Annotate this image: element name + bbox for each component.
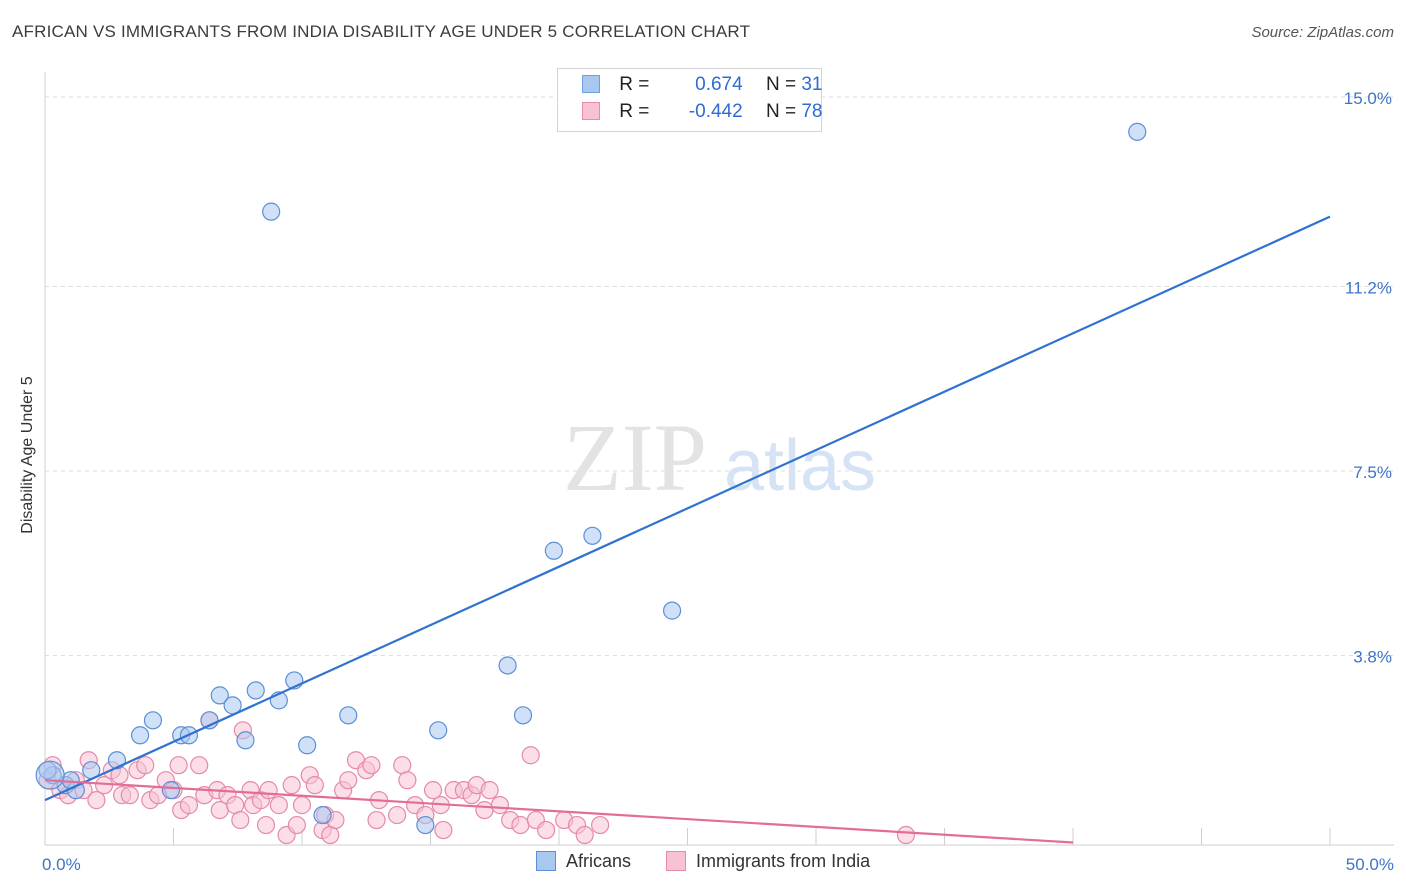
tick-label-layer: 3.8% 7.5% 11.2% 15.0% 0.0% 50.0%	[42, 89, 1394, 874]
point-india	[256, 815, 276, 835]
point-india	[511, 815, 530, 835]
point-india	[537, 820, 556, 840]
point-india	[282, 776, 301, 795]
source-label: Source: ZipAtlas.com	[1251, 24, 1394, 41]
point-india	[398, 771, 417, 790]
point-india	[287, 815, 306, 835]
legend-swatch-india	[582, 102, 600, 120]
point-india	[362, 756, 381, 775]
point-india	[480, 781, 499, 800]
legend-n-value: 31	[801, 74, 823, 95]
point-africans	[246, 681, 265, 700]
legend-row-africans: R = 0.674 N = 31	[582, 74, 822, 100]
legend-r-label: R =	[619, 74, 650, 95]
watermark: ZIP atlas	[563, 404, 876, 511]
point-africans	[130, 726, 150, 745]
point-africans	[143, 711, 163, 730]
point-india	[367, 810, 386, 830]
point-india	[521, 746, 540, 765]
grid-layer	[45, 96, 1394, 656]
point-africans	[662, 601, 682, 620]
series-legend: Africans Immigrants from India	[536, 851, 900, 872]
point-africans	[210, 686, 229, 705]
point-india	[292, 796, 312, 815]
y-tick-label: 15.0%	[1344, 89, 1392, 108]
point-africans	[339, 706, 358, 725]
point-africans-cluster	[35, 760, 65, 790]
y-axis-label: Disability Age Under 5	[19, 376, 36, 534]
point-india	[87, 791, 106, 810]
watermark-zip: ZIP	[563, 404, 707, 511]
x-tick-label-max: 50.0%	[1346, 855, 1394, 874]
legend-n-label: N =	[765, 74, 797, 95]
point-india	[434, 820, 453, 840]
point-africans	[313, 805, 332, 825]
legend-n-label: N =	[765, 101, 797, 122]
series-legend-india: Immigrants from India	[666, 851, 870, 872]
legend-r-label: R =	[619, 101, 650, 122]
point-india	[210, 800, 229, 820]
point-africans	[298, 736, 317, 755]
point-india	[269, 796, 288, 815]
y-tick-label: 3.8%	[1353, 647, 1392, 666]
point-india	[387, 805, 407, 825]
point-india	[120, 786, 139, 805]
point-africans	[583, 526, 602, 545]
point-india	[339, 771, 358, 790]
watermark-atlas: atlas	[724, 426, 876, 506]
point-india	[231, 810, 250, 830]
legend-row-india: R = -0.442 N = 78	[582, 101, 822, 127]
point-africans	[262, 202, 281, 221]
point-india	[179, 796, 199, 815]
point-india	[169, 756, 188, 775]
point-india	[575, 825, 594, 845]
point-india	[475, 800, 494, 820]
point-africans	[544, 541, 563, 560]
trend-line-india	[44, 779, 1074, 844]
series-label-india: Immigrants from India	[696, 851, 871, 871]
point-africans	[236, 731, 255, 750]
point-africans	[498, 656, 517, 675]
point-india	[490, 796, 509, 815]
point-india	[305, 776, 324, 795]
series-label-africans: Africans	[566, 851, 632, 871]
point-africans	[429, 721, 448, 740]
series-legend-africans: Africans	[536, 851, 631, 872]
point-africans	[107, 751, 127, 770]
series-swatch-india	[666, 851, 687, 871]
point-africans	[513, 706, 533, 725]
trend-layer	[44, 215, 1331, 844]
chart-title: AFRICAN VS IMMIGRANTS FROM INDIA DISABIL…	[12, 22, 751, 41]
point-india	[423, 781, 443, 800]
point-africans	[161, 781, 181, 800]
point-india	[259, 781, 278, 800]
legend-n-value: 78	[801, 101, 823, 122]
point-india	[591, 815, 610, 835]
y-tick-label: 11.2%	[1345, 278, 1392, 297]
point-africans	[416, 815, 435, 835]
point-africans	[1128, 122, 1147, 141]
trend-line-africans	[44, 215, 1331, 802]
series-swatch-africans	[536, 851, 556, 871]
legend-r-value: 0.674	[695, 74, 743, 95]
y-tick-label: 7.5%	[1353, 463, 1392, 482]
point-india	[190, 756, 209, 775]
correlation-legend: R = 0.674 N = 31 R = -0.442 N = 78	[557, 68, 822, 132]
legend-r-value: -0.442	[688, 101, 743, 122]
point-india	[896, 825, 916, 845]
point-india	[136, 756, 155, 775]
x-tick-label-min: 0.0%	[42, 855, 81, 874]
legend-swatch-africans	[582, 75, 600, 93]
